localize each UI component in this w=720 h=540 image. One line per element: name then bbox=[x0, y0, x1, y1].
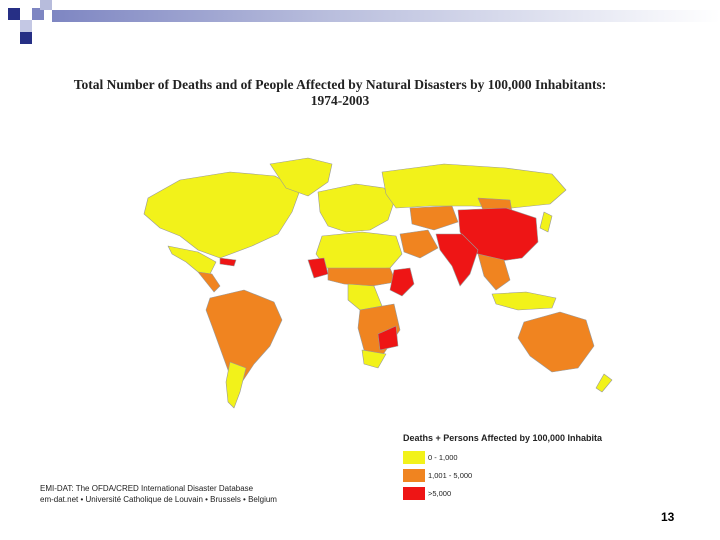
title-line-1: Total Number of Deaths and of People Aff… bbox=[73, 77, 607, 92]
legend-item-low: 0 - 1,000 bbox=[403, 449, 663, 465]
source-line-1: EMI-DAT: The OFDA/CRED International Dis… bbox=[40, 484, 254, 493]
legend-label: 0 - 1,000 bbox=[428, 452, 458, 462]
legend-label: 1,001 - 5,000 bbox=[428, 470, 473, 480]
legend-item-medium: 1,001 - 5,000 bbox=[403, 467, 663, 483]
region-europe bbox=[317, 183, 395, 233]
world-map bbox=[60, 150, 650, 420]
region-greenland bbox=[269, 157, 333, 197]
region-mozambique bbox=[377, 325, 399, 351]
region-cuba bbox=[219, 257, 237, 267]
title-line-2: 1974-2003 bbox=[310, 93, 370, 108]
accent-square bbox=[32, 8, 44, 20]
accent-square bbox=[8, 8, 20, 20]
legend-swatch bbox=[403, 486, 425, 500]
region-japan bbox=[539, 211, 553, 233]
region-east-africa bbox=[389, 267, 415, 297]
region-russia bbox=[381, 163, 567, 209]
region-australia bbox=[517, 311, 595, 373]
accent-square bbox=[20, 20, 32, 32]
region-south-asia bbox=[435, 233, 479, 287]
slide-title: Total Number of Deaths and of People Aff… bbox=[40, 77, 640, 109]
legend-swatch bbox=[403, 468, 425, 482]
region-north-america bbox=[143, 171, 301, 259]
header-bar bbox=[52, 10, 720, 22]
region-indonesia bbox=[491, 291, 557, 311]
source-credit: EMI-DAT: The OFDA/CRED International Dis… bbox=[40, 483, 277, 505]
header-decoration bbox=[0, 0, 60, 48]
region-west-africa bbox=[307, 257, 329, 279]
region-central-asia bbox=[409, 205, 459, 231]
legend-item-high: >5,000 bbox=[403, 485, 663, 501]
region-central-america bbox=[197, 271, 221, 293]
region-southeast-asia bbox=[477, 253, 511, 291]
region-middle-east bbox=[399, 229, 439, 259]
map-legend: Deaths + Persons Affected by 100,000 Inh… bbox=[403, 433, 663, 503]
page-number: 13 bbox=[661, 510, 675, 524]
region-new-zealand bbox=[595, 373, 613, 393]
legend-label: >5,000 bbox=[428, 488, 452, 498]
legend-title: Deaths + Persons Affected by 100,000 Inh… bbox=[403, 433, 602, 443]
region-north-africa bbox=[315, 231, 403, 271]
accent-square bbox=[20, 32, 32, 44]
legend-swatch bbox=[403, 450, 425, 464]
region-south-africa bbox=[361, 349, 387, 369]
accent-square bbox=[40, 0, 52, 10]
region-argentina bbox=[225, 361, 247, 409]
source-line-2: em-dat.net • Université Catholique de Lo… bbox=[40, 495, 277, 504]
